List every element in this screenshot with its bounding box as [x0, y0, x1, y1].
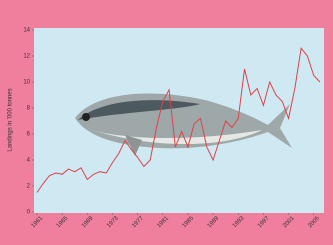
chart: Landings in '000 tonnes 0246810121419611…: [0, 0, 333, 245]
y-tick-label: 10: [23, 80, 30, 86]
y-tick-label: 12: [23, 54, 30, 60]
y-tick-label: 14: [23, 28, 30, 34]
y-axis-label: Landings in '000 tonnes: [8, 88, 14, 151]
